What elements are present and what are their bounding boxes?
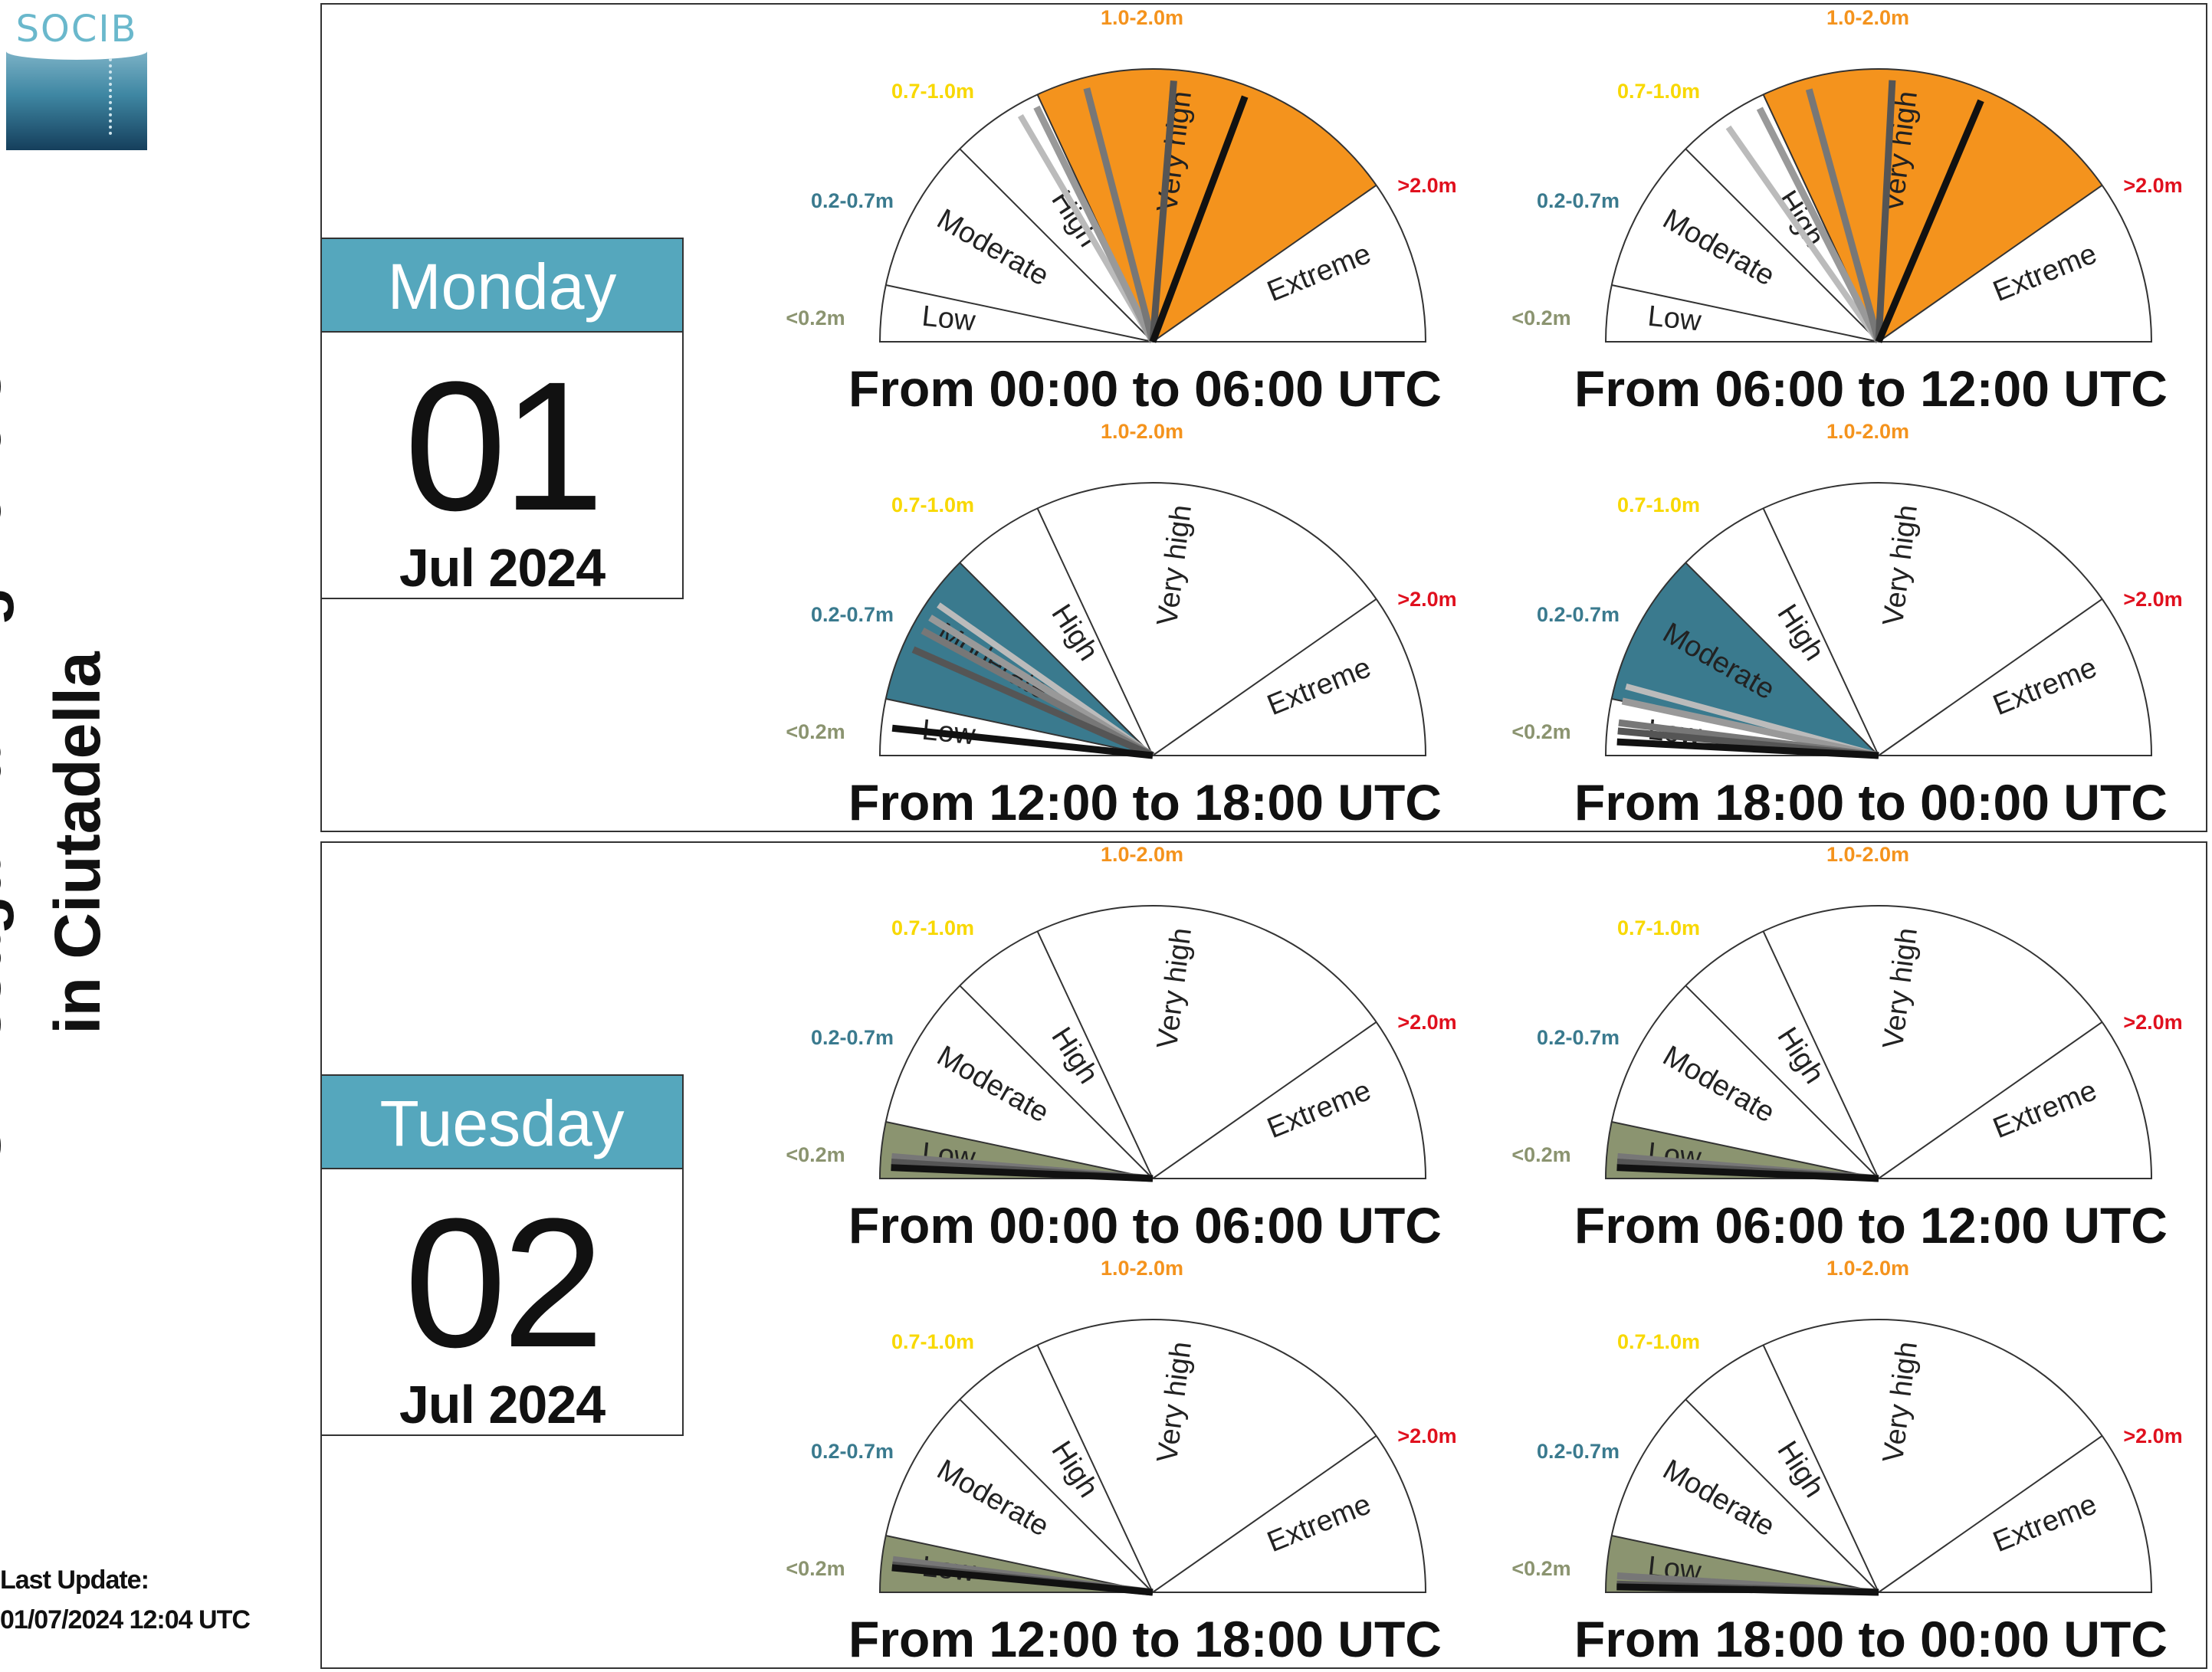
calendar-body: 01 Jul 2024: [320, 333, 684, 599]
calendar-body: 02 Jul 2024: [320, 1169, 684, 1436]
logo-gradient: [6, 49, 147, 150]
calendar-month-year: Jul 2024: [399, 1375, 606, 1434]
title-line-2: in Ciutadella: [41, 651, 113, 1034]
calendar-monday: Monday 01 Jul 2024: [320, 238, 684, 599]
last-update-value: 01/07/2024 12:04 UTC: [0, 1605, 251, 1634]
title-line-1: BRIFS Rissaga Warning Levels: [0, 368, 14, 1318]
calendar-day-number: 02: [404, 1180, 605, 1385]
logo-text: SOCIB: [15, 8, 138, 51]
last-update: Last Update: 01/07/2024 12:04 UTC: [0, 1560, 251, 1640]
calendar-weekday: Monday: [320, 238, 684, 333]
last-update-label: Last Update:: [0, 1565, 149, 1595]
logo-wave: [6, 43, 147, 60]
socib-logo: SOCIB: [3, 5, 147, 150]
calendar-tuesday: Tuesday 02 Jul 2024: [320, 1074, 684, 1436]
calendar-month-year: Jul 2024: [399, 538, 606, 598]
calendar-weekday: Tuesday: [320, 1074, 684, 1169]
logo-dashes: [109, 58, 115, 135]
calendar-day-number: 01: [404, 343, 605, 549]
